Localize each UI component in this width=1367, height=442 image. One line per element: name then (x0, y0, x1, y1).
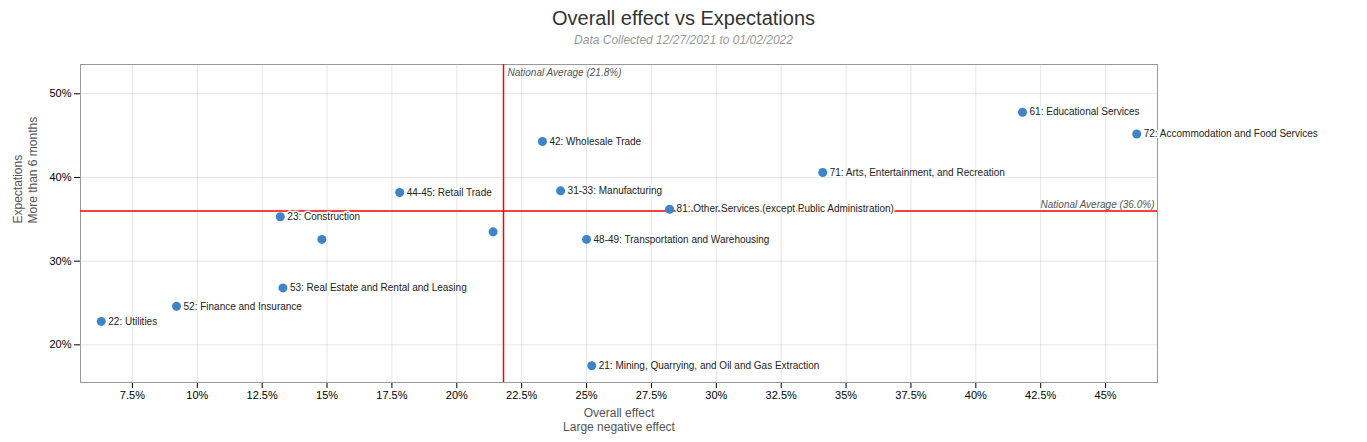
svg-text:35%: 35% (835, 389, 857, 401)
svg-text:22.5%: 22.5% (506, 389, 537, 401)
svg-text:National Average (21.8%): National Average (21.8%) (508, 67, 622, 78)
svg-text:10%: 10% (186, 389, 208, 401)
svg-text:32.5%: 32.5% (766, 389, 797, 401)
svg-text:15%: 15% (316, 389, 338, 401)
svg-text:22: Utilities: 22: Utilities (108, 316, 157, 327)
svg-text:25%: 25% (576, 389, 598, 401)
svg-text:61: Educational Services: 61: Educational Services (1030, 106, 1140, 117)
html-text:Overall effect vs Expectations: Overall effect vs Expectations (552, 7, 815, 29)
svg-text:Expectations: Expectations (11, 155, 25, 224)
svg-text:50%: 50% (49, 87, 71, 99)
svg-text:20%: 20% (446, 389, 468, 401)
svg-text:27.5%: 27.5% (636, 389, 667, 401)
svg-text:7.5%: 7.5% (120, 389, 145, 401)
svg-text:20%: 20% (49, 338, 71, 350)
svg-text:Large negative effect: Large negative effect (563, 420, 676, 434)
svg-text:30%: 30% (705, 389, 727, 401)
svg-text:72: Accommodation and Food Ser: 72: Accommodation and Food Services (1144, 128, 1318, 139)
svg-text:42: Wholesale Trade: 42: Wholesale Trade (549, 136, 641, 147)
svg-text:30%: 30% (49, 255, 71, 267)
svg-text:45%: 45% (1095, 389, 1117, 401)
svg-text:40%: 40% (49, 171, 71, 183)
svg-text:12.5%: 12.5% (247, 389, 278, 401)
svg-text:More than 6 months: More than 6 months (26, 117, 40, 224)
svg-text:48-49: Transportation and Ware: 48-49: Transportation and Warehousing (594, 234, 770, 245)
svg-text:40%: 40% (965, 389, 987, 401)
svg-text:81: Other Services (except Pub: 81: Other Services (except Public Admini… (677, 203, 894, 214)
svg-text:37.5%: 37.5% (895, 389, 926, 401)
svg-text:71: Arts, Entertainment, and R: 71: Arts, Entertainment, and Recreation (830, 167, 1005, 178)
svg-text:17.5%: 17.5% (376, 389, 407, 401)
svg-text:31-33: Manufacturing: 31-33: Manufacturing (568, 185, 663, 196)
svg-text:21: Mining, Quarrying, and Oil: 21: Mining, Quarrying, and Oil and Gas E… (599, 360, 820, 371)
svg-text:52: Finance and Insurance: 52: Finance and Insurance (184, 301, 303, 312)
html-text:Data Collected 12/27/2021 to 0: Data Collected 12/27/2021 to 01/02/2022 (574, 33, 793, 47)
svg-text:National Average (36.0%): National Average (36.0%) (1041, 199, 1155, 210)
svg-text:42.5%: 42.5% (1025, 389, 1056, 401)
svg-text:Overall effect: Overall effect (584, 406, 655, 420)
svg-text:53: Real Estate and Rental and: 53: Real Estate and Rental and Leasing (290, 282, 467, 293)
svg-text:23: Construction: 23: Construction (287, 211, 360, 222)
svg-text:44-45: Retail Trade: 44-45: Retail Trade (407, 187, 492, 198)
